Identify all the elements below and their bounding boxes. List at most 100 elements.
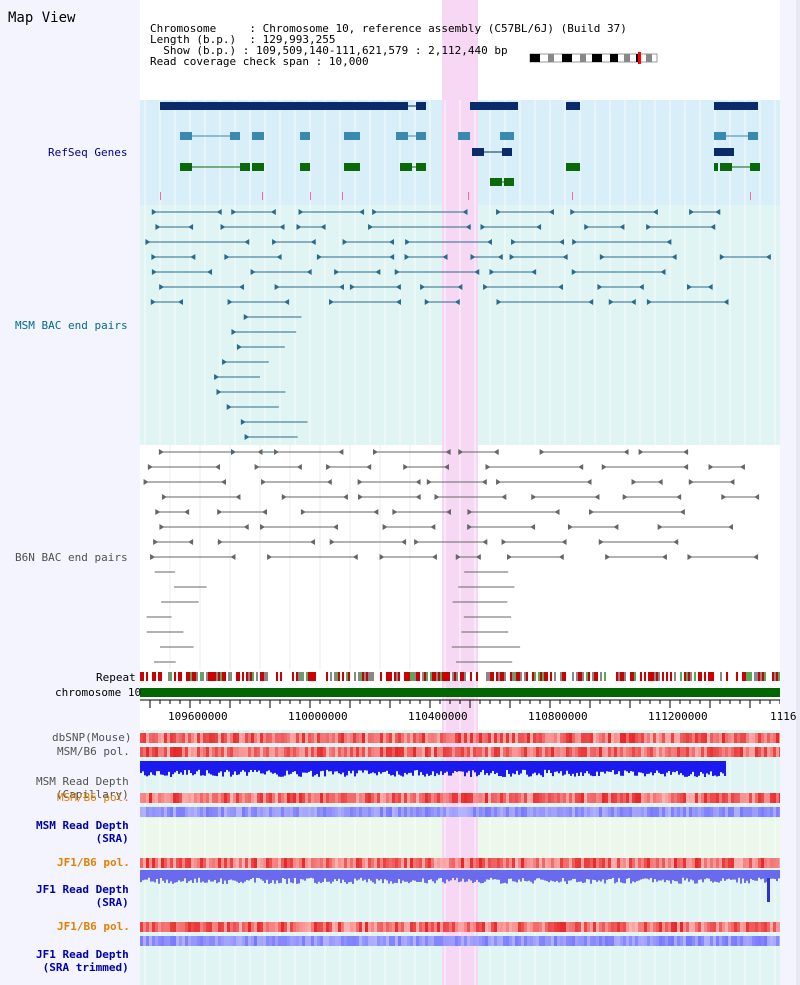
heat-cell (767, 858, 770, 868)
heat-cell (515, 793, 518, 803)
heat-cell (311, 922, 314, 932)
heat-cell (479, 747, 482, 757)
depth-bar (328, 761, 330, 772)
heat-cell (698, 858, 701, 868)
heat-cell (362, 807, 365, 817)
msm-bac-pair-end (597, 284, 603, 290)
msm-bac-pair-end (572, 239, 578, 245)
gene-exon (504, 132, 514, 140)
heat-cell (188, 922, 191, 932)
b6n-bac-pair-end (254, 464, 260, 470)
gene-exon (724, 148, 734, 156)
heat-cell (515, 747, 518, 757)
heat-cell (350, 793, 353, 803)
depth-bar (304, 761, 306, 773)
heat-cell (251, 747, 254, 757)
repeat-block (260, 672, 262, 681)
depth-bar (540, 761, 542, 776)
heat-cell (620, 858, 623, 868)
heat-cell (152, 807, 155, 817)
heat-cell (179, 807, 182, 817)
msm-bac-pair-end (207, 269, 213, 275)
heat-cell (308, 858, 311, 868)
heat-cell (347, 922, 350, 932)
heat-cell (512, 922, 515, 932)
heat-cell (323, 747, 326, 757)
depth-bar (370, 870, 372, 881)
depth-bar (158, 761, 160, 772)
heat-cell (197, 733, 200, 743)
heat-cell (263, 858, 266, 868)
heat-cell (746, 733, 749, 743)
depth-bar (328, 870, 330, 882)
heat-cell (197, 807, 200, 817)
repeat-block (244, 672, 246, 681)
heat-cell (407, 807, 410, 817)
heat-cell (725, 922, 728, 932)
msm-bac-pair-end (243, 314, 249, 320)
heat-cell (464, 858, 467, 868)
heat-cell (401, 793, 404, 803)
heat-cell (491, 858, 494, 868)
repeat-block (230, 672, 232, 681)
heat-cell (575, 858, 578, 868)
depth-bar (356, 870, 358, 881)
tracks-canvas[interactable] (140, 0, 780, 985)
depth-bar (520, 761, 522, 774)
depth-bar (362, 761, 364, 773)
depth-bar (264, 761, 266, 775)
depth-bar (316, 761, 318, 775)
depth-bar (302, 761, 304, 773)
heat-cell (230, 747, 233, 757)
depth-bar (570, 870, 572, 881)
depth-bar (478, 870, 480, 883)
heat-cell (386, 936, 389, 946)
heat-cell (194, 807, 197, 817)
heat-cell (710, 747, 713, 757)
gene-exon (750, 163, 760, 171)
depth-bar (450, 870, 452, 881)
heat-cell (767, 936, 770, 946)
msm-bac-pair-end (395, 284, 401, 290)
heat-cell (560, 793, 563, 803)
heat-cell (179, 793, 182, 803)
repeat-block (292, 672, 294, 681)
msm-bac-pair-end (710, 224, 716, 230)
track-area[interactable] (140, 0, 780, 985)
heat-cell (701, 807, 704, 817)
heat-cell (497, 807, 500, 817)
heat-cell (593, 936, 596, 946)
depth-bar (468, 870, 470, 880)
heat-cell (269, 936, 272, 946)
heat-cell (602, 807, 605, 817)
depth-bar (230, 870, 232, 880)
jf1-b6-pol-label-2: JF1/B6 pol. (57, 920, 130, 933)
heat-cell (398, 807, 401, 817)
depth-bar (542, 761, 544, 777)
heat-cell (590, 793, 593, 803)
chromosome-bar (140, 688, 780, 697)
heat-cell (401, 733, 404, 743)
heat-cell (554, 747, 557, 757)
gene-exon (416, 102, 426, 110)
heat-cell (233, 858, 236, 868)
msm-bac-pair-end (765, 254, 771, 260)
heat-cell (344, 747, 347, 757)
heat-cell (593, 733, 596, 743)
depth-bar (250, 761, 252, 770)
repeat-block (688, 672, 690, 681)
heat-cell (383, 858, 386, 868)
heat-cell (155, 936, 158, 946)
heat-cell (680, 747, 683, 757)
msm-bac-pair-end (389, 254, 395, 260)
heat-cell (503, 807, 506, 817)
depth-bar (318, 761, 320, 777)
depth-bar (398, 761, 400, 775)
heat-cell (698, 733, 701, 743)
heat-cell (413, 807, 416, 817)
msm-bac-pair-end (155, 224, 161, 230)
heat-cell (758, 922, 761, 932)
heat-cell (665, 922, 668, 932)
heat-cell (245, 793, 248, 803)
repeat-block (374, 672, 376, 681)
